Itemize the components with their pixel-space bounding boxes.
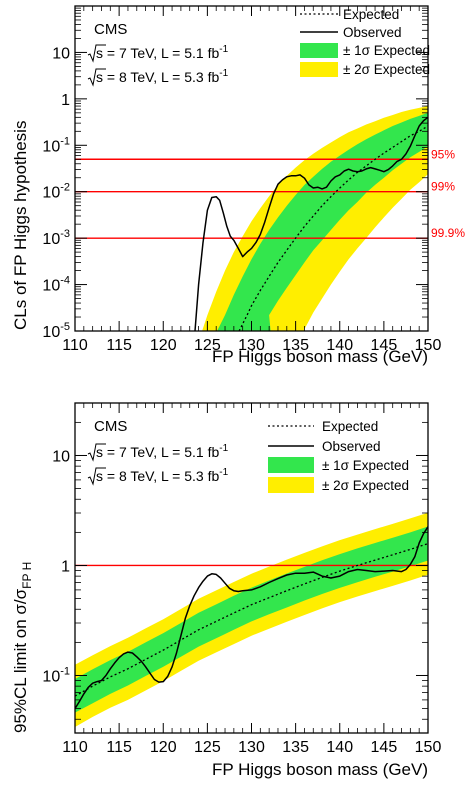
limit-x-axis-title: FP Higgs boson mass (GeV) xyxy=(212,760,428,779)
limit-x-tick-label: 140 xyxy=(326,739,353,756)
legend-1sigma-label: ± 1σ Expected xyxy=(322,458,409,473)
legend-2sigma-swatch xyxy=(268,477,314,493)
cls-x-tick-label: 125 xyxy=(194,337,221,354)
limit-lumi-text-1: s = 7 TeV, L = 5.1 fb xyxy=(96,444,219,460)
sqrt-icon xyxy=(87,44,106,63)
limit-band-1sigma xyxy=(75,526,428,713)
limit-x-tick-label: 145 xyxy=(371,739,398,756)
limit-y-axis-title-sub: FP H xyxy=(20,562,34,589)
cls-lumi-text-1: s = 7 TeV, L = 5.1 fb xyxy=(96,45,219,61)
limit-x-tick-label: 135 xyxy=(282,739,309,756)
limit-curves xyxy=(75,526,428,709)
cls-x-tick-label: 130 xyxy=(238,337,265,354)
cls-reference-lines xyxy=(75,158,428,239)
cls-legend: Expected Observed ± 1σ Expected ± 2σ Exp… xyxy=(300,7,430,77)
limit-lumi-sup-1: -1 xyxy=(219,443,228,454)
cls-lumi-line-2: s = 8 TeV, L = 5.3 fb-1 xyxy=(87,68,229,87)
cls-y-tick-label: 10-1 xyxy=(42,135,70,155)
cls-band-1sigma xyxy=(217,112,428,331)
cls-reference-labels: 95% 99% 99.9% xyxy=(431,147,465,240)
cls-lumi-text-2: s = 8 TeV, L = 5.3 fb xyxy=(96,69,219,85)
cls-x-tick-label: 135 xyxy=(282,337,309,354)
limit-x-tick-label: 120 xyxy=(150,739,177,756)
limit-experiment-label: CMS xyxy=(94,418,127,435)
limit-observed-line xyxy=(75,526,428,709)
limit-expected-line xyxy=(75,542,428,697)
limit-x-tick-label: 115 xyxy=(106,739,132,756)
svg-text:s = 7 TeV, L = 5.1 fb-1: s = 7 TeV, L = 5.1 fb-1 xyxy=(96,443,229,460)
panel-cls: 110 115 120 125 130 135 140 145 15010-510-410-31… xyxy=(11,5,465,366)
limit-y-axis-title: 95%CL limit on σ/σFP H xyxy=(11,562,34,733)
legend-1sigma-swatch xyxy=(300,43,338,58)
legend-2sigma-swatch xyxy=(300,62,338,77)
cls-reference-label: 99.9% xyxy=(431,226,465,240)
legend-2sigma-label: ± 2σ Expected xyxy=(322,478,409,493)
cls-x-tick-label: 150 xyxy=(415,337,442,354)
cls-expected-line xyxy=(238,125,428,331)
svg-text:s = 7 TeV, L = 5.1 fb-1: s = 7 TeV, L = 5.1 fb-1 xyxy=(96,44,229,61)
cls-x-tick-label: 145 xyxy=(371,337,398,354)
limit-lumi-sup-2: -1 xyxy=(219,467,228,478)
cls-y-axis-title: CLs of FP Higgs hypothesis xyxy=(11,121,30,330)
cls-x-tick-label: 110 xyxy=(62,337,88,354)
limit-lumi-text-2: s = 8 TeV, L = 5.3 fb xyxy=(96,468,219,484)
cls-lumi-sup-2: -1 xyxy=(219,68,228,79)
sqrt-icon xyxy=(87,443,106,462)
cls-lumi-line-1: s = 7 TeV, L = 5.1 fb-1 xyxy=(87,44,229,63)
cls-reference-label: 99% xyxy=(431,180,455,194)
cls-ticks: 110 115 120 125 130 135 140 145 15010-510-410-31… xyxy=(42,5,442,354)
cls-y-tick-label: 10-4 xyxy=(42,275,70,295)
cls-y-tick-label: 10-3 xyxy=(42,228,70,248)
svg-text:s = 8 TeV, L = 5.3 fb-1: s = 8 TeV, L = 5.3 fb-1 xyxy=(96,467,229,484)
legend-observed-label: Observed xyxy=(322,439,381,454)
legend-expected-label: Expected xyxy=(322,419,378,434)
legend-1sigma-label: ± 1σ Expected xyxy=(343,43,430,58)
legend-observed-label: Observed xyxy=(343,25,402,40)
cls-reference-label: 95% xyxy=(431,147,455,161)
limit-lumi-line-1: s = 7 TeV, L = 5.1 fb-1 xyxy=(87,443,229,462)
cls-x-axis-title: FP Higgs boson mass (GeV) xyxy=(212,347,428,366)
limit-x-tick-label: 125 xyxy=(194,739,221,756)
legend-expected-label: Expected xyxy=(343,7,399,22)
limit-y-tick-label: 10 xyxy=(52,448,70,465)
limit-legend: Expected Observed ± 1σ Expected ± 2σ Exp… xyxy=(268,419,409,493)
limit-y-tick-label: 10-1 xyxy=(42,665,70,685)
limit-y-axis-title-main: 95%CL limit on σ/σ xyxy=(11,588,30,733)
limit-x-tick-label: 110 xyxy=(62,739,88,756)
cls-curves xyxy=(194,116,428,331)
sqrt-icon xyxy=(87,68,106,87)
cls-x-tick-label: 120 xyxy=(150,337,177,354)
cls-y-tick-label: 10-2 xyxy=(42,182,70,202)
cls-experiment-label: CMS xyxy=(94,21,127,38)
cls-x-tick-label: 115 xyxy=(106,337,132,354)
limit-bands xyxy=(75,512,428,727)
cls-y-tick-label: 10-5 xyxy=(42,321,70,341)
cls-observed-line xyxy=(194,116,428,331)
cls-x-tick-label: 140 xyxy=(326,337,353,354)
limit-x-tick-label: 150 xyxy=(415,739,442,756)
svg-text:s = 8 TeV, L = 5.3 fb-1: s = 8 TeV, L = 5.3 fb-1 xyxy=(96,68,229,85)
cls-lumi-sup-1: -1 xyxy=(219,44,228,55)
limit-x-tick-label: 130 xyxy=(238,739,265,756)
limit-y-tick-label: 1 xyxy=(61,558,70,575)
cls-y-tick-label: 10 xyxy=(52,45,70,62)
legend-2sigma-label: ± 2σ Expected xyxy=(343,62,430,77)
cls-y-tick-label: 1 xyxy=(61,92,70,109)
sqrt-icon xyxy=(87,467,106,486)
legend-1sigma-swatch xyxy=(268,457,314,473)
limit-lumi-line-2: s = 8 TeV, L = 5.3 fb-1 xyxy=(87,467,229,486)
